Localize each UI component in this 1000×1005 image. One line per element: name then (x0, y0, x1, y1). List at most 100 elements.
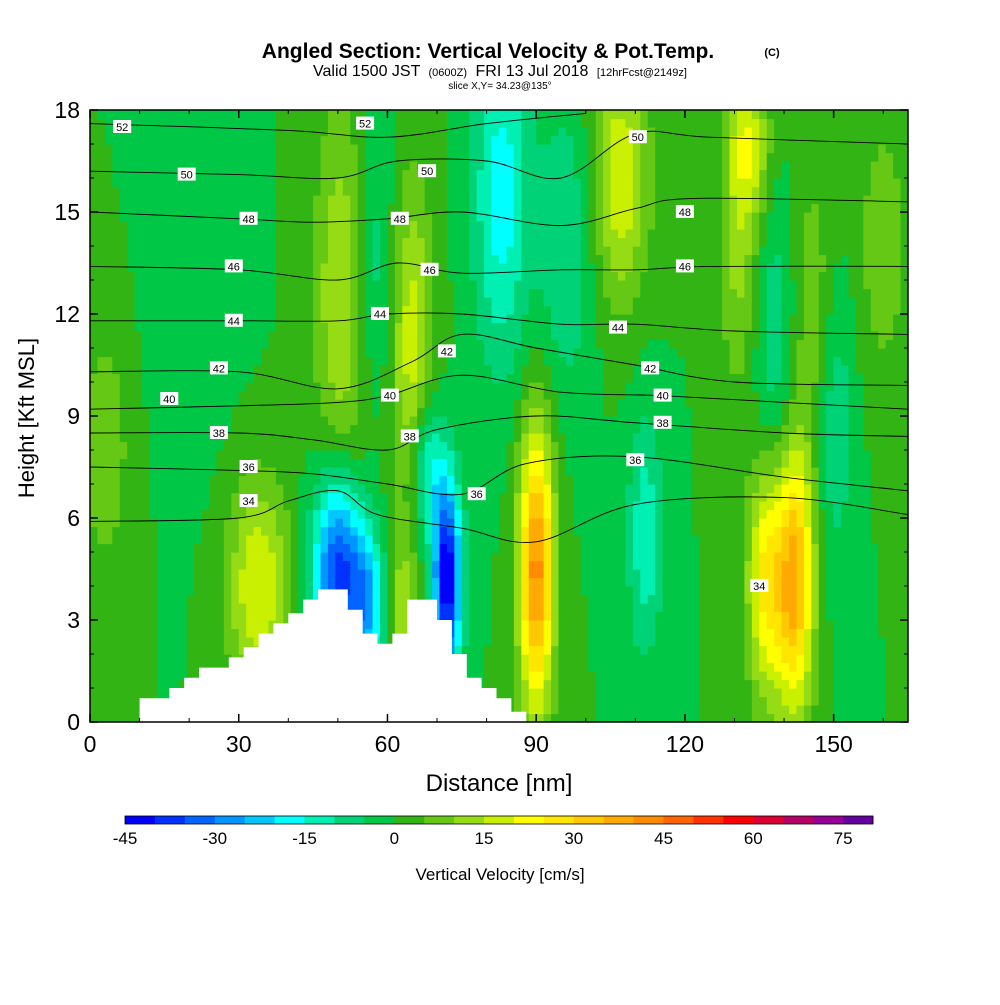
velocity-cell (246, 288, 255, 298)
velocity-cell (119, 365, 128, 375)
velocity-cell (268, 322, 277, 332)
velocity-cell (119, 645, 128, 655)
velocity-cell (551, 467, 560, 477)
velocity-cell (179, 373, 188, 383)
velocity-cell (380, 518, 389, 528)
velocity-cell (424, 475, 433, 485)
velocity-cell (357, 135, 366, 145)
velocity-cell (194, 220, 203, 230)
velocity-cell (446, 254, 455, 264)
velocity-cell (484, 135, 493, 145)
velocity-cell (171, 110, 180, 120)
velocity-cell (357, 314, 366, 324)
velocity-cell (588, 416, 597, 426)
velocity-cell (261, 382, 270, 392)
velocity-cell (499, 586, 508, 596)
velocity-cell (543, 441, 552, 451)
velocity-cell (268, 501, 277, 511)
velocity-cell (208, 297, 218, 307)
velocity-cell (372, 169, 381, 179)
velocity-cell (573, 577, 582, 587)
velocity-cell (521, 237, 530, 247)
velocity-cell (194, 441, 203, 451)
velocity-cell (499, 305, 508, 315)
velocity-cell (528, 594, 537, 604)
velocity-cell (186, 110, 195, 120)
velocity-cell (454, 331, 463, 341)
velocity-cell (424, 135, 433, 145)
velocity-cell (335, 484, 344, 494)
velocity-cell (528, 586, 537, 596)
velocity-cell (335, 203, 344, 213)
velocity-cell (365, 110, 374, 120)
velocity-cell (320, 220, 329, 230)
velocity-cell (506, 501, 515, 511)
velocity-cell (551, 696, 560, 706)
velocity-cell (97, 297, 106, 307)
velocity-cell (528, 195, 537, 205)
velocity-cell (484, 331, 493, 341)
velocity-cell (194, 135, 203, 145)
velocity-cell (238, 382, 247, 392)
velocity-cell (558, 654, 567, 664)
velocity-cell (432, 484, 441, 494)
velocity-cell (536, 220, 545, 230)
velocity-cell (387, 288, 396, 298)
velocity-cell (588, 569, 597, 579)
velocity-cell (476, 348, 485, 358)
velocity-cell (543, 322, 552, 332)
velocity-cell (275, 611, 284, 621)
velocity-cell (469, 645, 478, 655)
velocity-cell (342, 314, 351, 324)
velocity-cell (290, 518, 299, 528)
velocity-cell (335, 458, 344, 468)
velocity-cell (551, 637, 560, 647)
velocity-cell (119, 263, 128, 273)
velocity-cell (461, 263, 470, 273)
velocity-cell (357, 484, 366, 494)
velocity-cell (409, 424, 418, 434)
velocity-cell (506, 288, 515, 298)
velocity-cell (97, 229, 106, 239)
velocity-cell (446, 603, 455, 613)
velocity-cell (268, 271, 277, 281)
velocity-cell (372, 229, 381, 239)
velocity-cell (119, 399, 128, 409)
velocity-cell (476, 586, 485, 596)
velocity-cell (127, 433, 136, 443)
velocity-cell (112, 195, 121, 205)
velocity-cell (134, 288, 143, 298)
velocity-cell (283, 178, 292, 188)
velocity-cell (305, 169, 314, 179)
velocity-cell (595, 135, 604, 145)
velocity-cell (201, 399, 210, 409)
velocity-cell (201, 645, 210, 655)
velocity-cell (565, 620, 574, 630)
velocity-cell (335, 424, 344, 434)
velocity-cell (521, 492, 530, 502)
velocity-cell (469, 458, 478, 468)
velocity-cell (275, 399, 284, 409)
velocity-cell (97, 169, 106, 179)
velocity-cell (275, 212, 284, 222)
velocity-cell (134, 212, 143, 222)
velocity-cell (223, 203, 232, 213)
velocity-cell (469, 118, 478, 128)
velocity-cell (469, 110, 478, 120)
velocity-cell (536, 229, 545, 239)
velocity-cell (97, 526, 106, 536)
velocity-cell (223, 178, 232, 188)
velocity-cell (112, 161, 121, 171)
velocity-cell (558, 152, 567, 162)
velocity-cell (253, 509, 262, 519)
velocity-cell (565, 237, 574, 247)
velocity-cell (521, 271, 530, 281)
velocity-cell (372, 611, 381, 621)
velocity-cell (365, 246, 374, 256)
velocity-cell (528, 560, 537, 570)
velocity-cell (119, 696, 128, 706)
velocity-cell (513, 671, 522, 681)
velocity-cell (313, 518, 322, 528)
velocity-cell (201, 526, 210, 536)
velocity-cell (454, 518, 463, 528)
